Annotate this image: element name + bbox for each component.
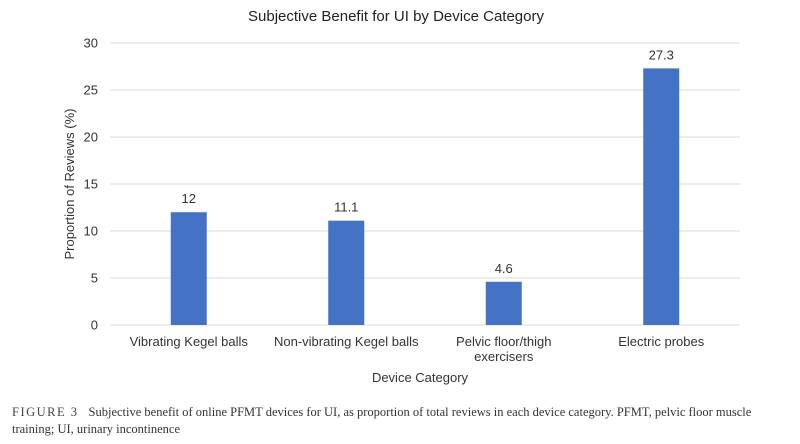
x-axis-label: Device Category	[372, 370, 469, 385]
x-tick-label: Non-vibrating Kegel balls	[274, 334, 419, 349]
x-tick-label: exercisers	[474, 349, 534, 364]
figure-label: FIGURE 3	[12, 405, 79, 419]
bar	[485, 281, 522, 325]
x-tick-label: Vibrating Kegel balls	[130, 334, 249, 349]
x-tick-label: Electric probes	[618, 334, 704, 349]
y-tick-label: 10	[84, 224, 98, 239]
caption-text: Subjective benefit of online PFMT device…	[12, 405, 752, 436]
x-tick-label: Pelvic floor/thigh	[456, 334, 551, 349]
y-tick-label: 5	[91, 271, 98, 286]
y-tick-label: 20	[84, 130, 98, 145]
bar	[170, 212, 207, 325]
figure-caption: FIGURE 3 Subjective benefit of online PFM…	[12, 404, 792, 438]
data-labels: 12 11.1 4.6 27.3	[182, 47, 674, 275]
chart-title: Subjective Benefit for UI by Device Cate…	[248, 8, 544, 25]
data-label: 4.6	[495, 261, 513, 276]
y-tick-label: 30	[84, 36, 98, 51]
bar	[643, 68, 680, 325]
y-axis-label: Proportion of Reviews (%)	[62, 109, 77, 260]
data-label: 12	[182, 191, 196, 206]
y-tick-label: 0	[91, 318, 98, 333]
bars	[170, 68, 680, 325]
data-label: 27.3	[649, 47, 674, 62]
gridlines	[110, 42, 740, 326]
y-tick-labels: 0 5 10 15 20 25 30	[84, 36, 98, 333]
y-tick-label: 25	[84, 83, 98, 98]
bar	[328, 220, 365, 325]
x-tick-labels: Vibrating Kegel balls Non-vibrating Kegel…	[130, 334, 705, 364]
y-tick-label: 15	[84, 177, 98, 192]
data-label: 11.1	[334, 200, 358, 215]
bar-chart: Subjective Benefit for UI by Device Cate…	[62, 8, 740, 385]
